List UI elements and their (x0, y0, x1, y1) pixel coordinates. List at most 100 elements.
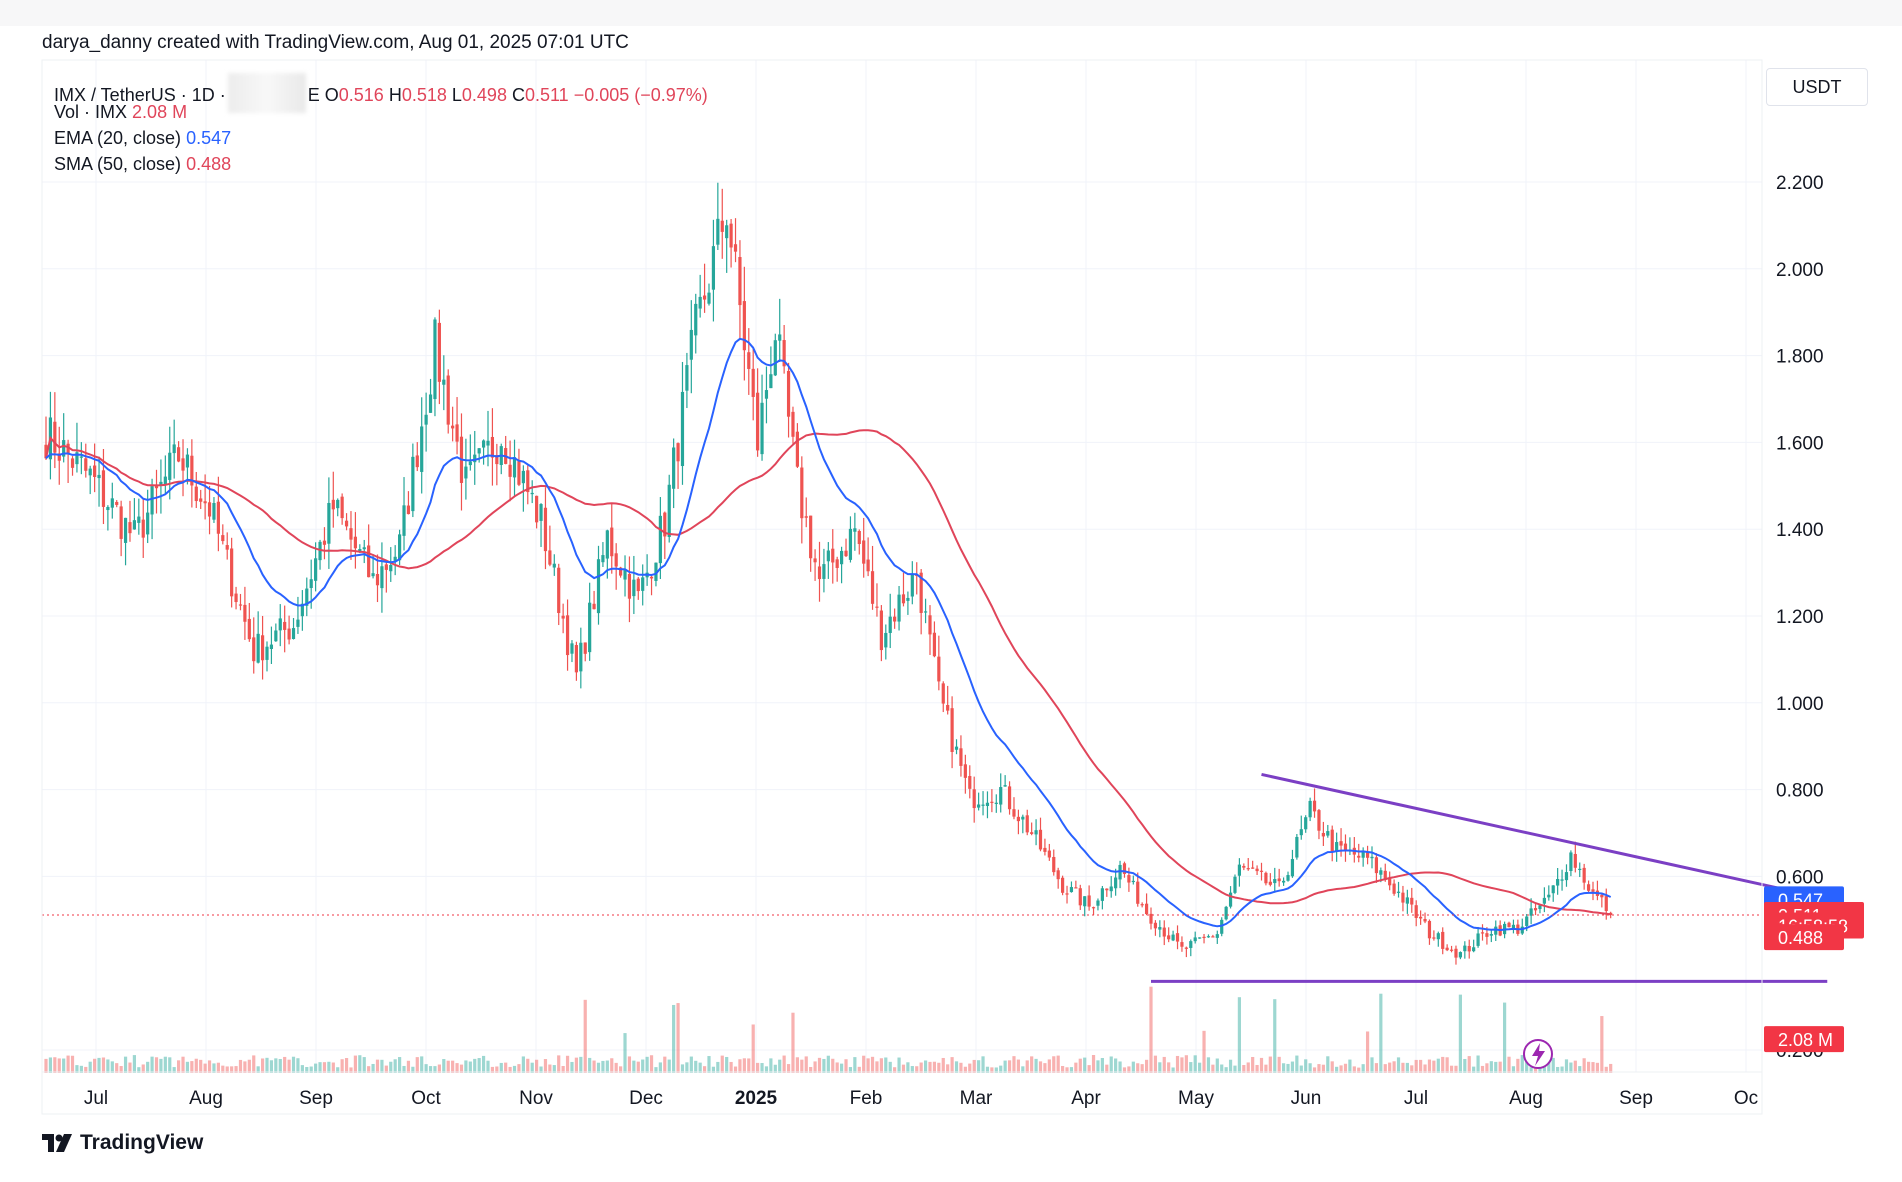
candlesticks (44, 182, 1613, 965)
candle-body (318, 541, 322, 561)
candle-body (101, 470, 106, 507)
candle-body (1560, 879, 1564, 881)
volume-bar (1463, 1058, 1467, 1073)
volume-bar (888, 1061, 892, 1073)
candle-body (1591, 889, 1595, 892)
volume-bar (1100, 1058, 1104, 1073)
candle-body (1259, 870, 1264, 872)
volume-bar (552, 1065, 556, 1073)
price-badge-label: 0.488 (1778, 928, 1823, 948)
volume-bar (265, 1057, 269, 1073)
volume-bar (1472, 1066, 1476, 1073)
candle-body (1233, 876, 1237, 893)
candle-body (1445, 947, 1449, 951)
candle-body (1472, 947, 1476, 952)
candle-body (415, 455, 419, 468)
volume-bar (1096, 1060, 1100, 1073)
candle-body (1405, 897, 1409, 904)
volume-bar (1520, 1055, 1524, 1073)
volume-bar (716, 1061, 720, 1073)
candle-body (115, 501, 119, 505)
candle-body (216, 501, 220, 534)
grid-lines (42, 60, 1762, 1072)
volume-bar (1189, 1062, 1193, 1073)
volume-bar (163, 1056, 167, 1073)
candle-body (910, 573, 914, 597)
volume-bar (1609, 1063, 1613, 1073)
volume-bar (1494, 1061, 1498, 1073)
volume-bar (1021, 1066, 1025, 1073)
candle-body (530, 492, 534, 495)
volume-bar (468, 1061, 472, 1073)
candle-body (508, 464, 512, 477)
price-badge-sma (1764, 924, 1844, 951)
volume-bar (588, 1057, 592, 1073)
candle-body (738, 257, 742, 306)
volume-bar (1529, 1067, 1533, 1073)
candle-body (1162, 927, 1166, 937)
candle-body (1158, 927, 1162, 930)
volume-bar (119, 1066, 123, 1073)
candle-body (977, 804, 981, 808)
volume-bar (1078, 1058, 1082, 1073)
volume-bar (1441, 1056, 1445, 1073)
candle-body (1100, 888, 1104, 901)
chart-legend: IMX / TetherUS · 1D · E O0.516 H0.518 L0.… (54, 73, 708, 177)
lightning-icon[interactable] (1523, 1039, 1553, 1069)
volume-bar (349, 1067, 353, 1073)
candle-body (1025, 815, 1029, 833)
candle-body (1237, 864, 1241, 876)
volume-bar (446, 1060, 450, 1073)
candle-body (137, 516, 141, 523)
volume-bar (1273, 999, 1277, 1073)
volume-bar (1180, 1057, 1184, 1073)
candle-body (1127, 875, 1131, 883)
candle-body (1255, 868, 1259, 872)
volume-bar (1542, 1066, 1546, 1073)
candle-body (1564, 872, 1569, 881)
candle-body (428, 394, 433, 413)
moving-averages (45, 337, 1612, 932)
candle-body (238, 604, 243, 606)
volume-bar (1251, 1056, 1255, 1073)
volume-bar (1489, 1061, 1493, 1073)
candle-body (128, 522, 132, 534)
candle-body (358, 549, 362, 553)
volume-bar (1503, 1002, 1507, 1073)
volume-bar (893, 1067, 897, 1073)
volume-bar (1016, 1059, 1020, 1073)
candle-body (526, 470, 530, 493)
candle-body (1167, 935, 1171, 940)
volume-bar (486, 1060, 490, 1073)
candle-body (786, 370, 791, 417)
candle-body (893, 616, 897, 622)
candle-body (707, 292, 711, 304)
volume-bar (181, 1056, 185, 1073)
volume-bar (570, 1061, 574, 1073)
volume-bar (1525, 1058, 1529, 1073)
candle-body (570, 643, 574, 654)
volume-bar (1485, 1063, 1489, 1073)
volume-legend-row[interactable]: Vol · IMX 2.08 M (54, 99, 708, 125)
volume-bar (1547, 1057, 1551, 1073)
volume-bar (857, 1066, 861, 1073)
candle-body (795, 431, 799, 467)
candle-body (627, 573, 632, 599)
candle-body (451, 425, 455, 429)
candle-body (296, 619, 300, 627)
candle-body (1494, 926, 1498, 935)
tradingview-brand[interactable]: TradingView (42, 1131, 203, 1155)
candle-body (468, 461, 472, 466)
volume-bar (950, 1057, 954, 1073)
candle-body (512, 457, 517, 478)
candle-body (84, 458, 88, 471)
volume-bar (1198, 1062, 1202, 1073)
ohlc-legend-row[interactable]: IMX / TetherUS · 1D · E O0.516 H0.518 L0.… (54, 73, 708, 113)
candle-body (888, 616, 892, 633)
ema-legend-row[interactable]: EMA (20, close) 0.547 (54, 125, 708, 151)
sma-legend-row[interactable]: SMA (50, close) 0.488 (54, 151, 708, 177)
currency-button[interactable]: USDT (1766, 68, 1868, 106)
volume-bar (437, 1064, 441, 1073)
